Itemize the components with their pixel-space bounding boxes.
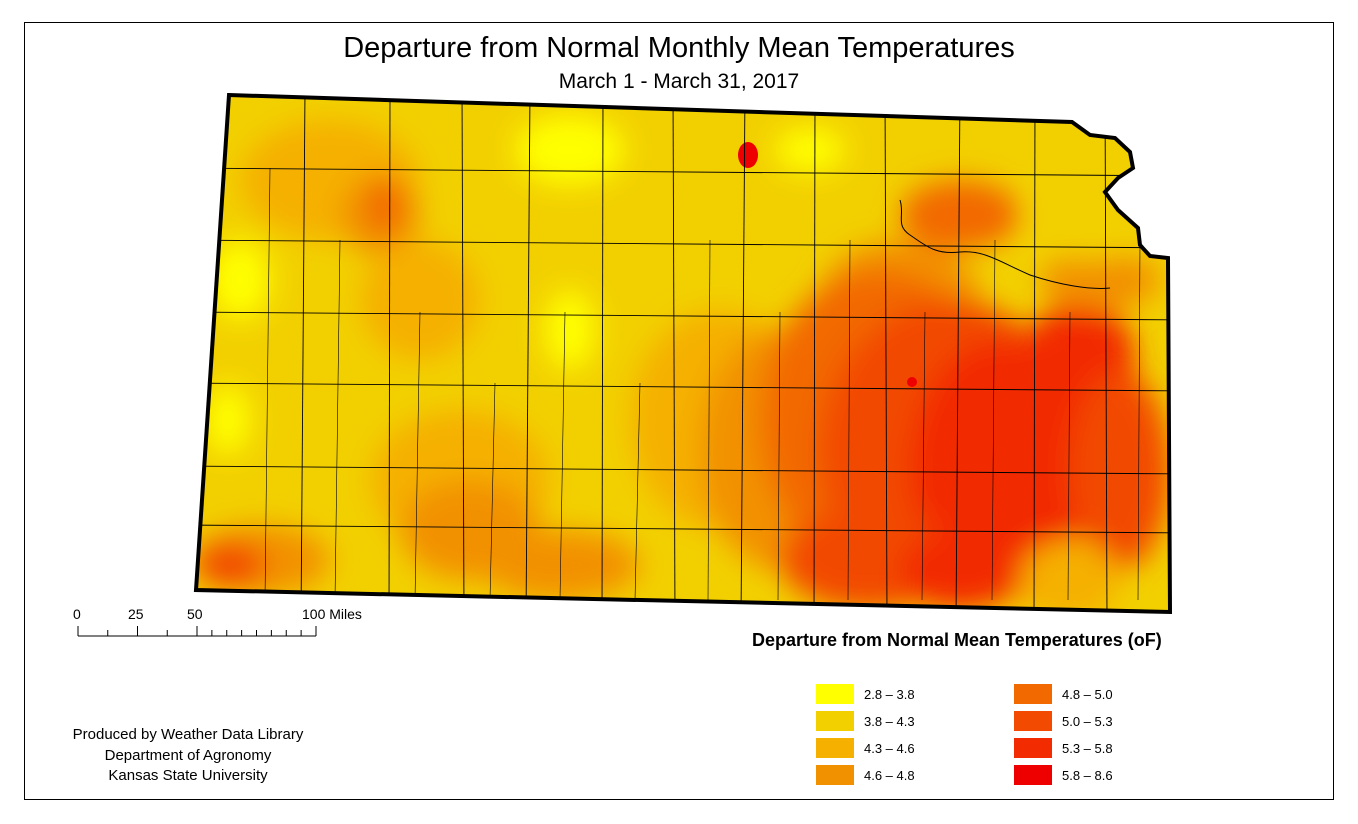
county-line — [196, 167, 1170, 177]
county-line — [388, 95, 391, 612]
county-line — [334, 239, 341, 601]
temperature-field — [196, 95, 1170, 612]
map-subtitle: March 1 - March 31, 2017 — [558, 70, 800, 93]
credit-line-1: Produced by Weather Data Library — [72, 726, 304, 743]
zone-n-yellow — [515, 115, 625, 185]
legend-swatch — [1014, 684, 1052, 704]
county-line — [847, 239, 851, 601]
county-line — [196, 239, 1170, 249]
zone-w-4-3 — [360, 240, 480, 360]
county-line — [707, 239, 711, 601]
county-line — [634, 382, 641, 601]
legend-label: 2.8 – 3.8 — [864, 686, 915, 702]
county-line — [1137, 239, 1141, 601]
legend-label: 4.8 – 5.0 — [1062, 686, 1113, 702]
legend-item: 5.8 – 8.6 — [1014, 764, 1113, 786]
county-line — [559, 311, 566, 601]
county-line — [601, 95, 604, 612]
credit-block: Produced by Weather Data Library Departm… — [28, 725, 348, 787]
zone-swc-5-0 — [196, 543, 265, 587]
zone-se-5-0 — [1070, 370, 1170, 570]
county-line — [461, 95, 465, 612]
county-line — [414, 311, 421, 601]
credit-line-2: Department of Agronomy — [104, 746, 272, 764]
county-line — [884, 95, 888, 612]
county-line — [196, 382, 1170, 392]
county-line — [196, 311, 1170, 321]
county-line — [813, 95, 816, 612]
hotspot-east — [907, 377, 917, 387]
county-line — [196, 524, 1170, 534]
legend-title: Departure from Normal Mean Temperatures … — [752, 630, 1162, 650]
map-frame — [24, 22, 1334, 800]
legend-item: 4.3 – 4.6 — [816, 737, 915, 759]
county-boundaries — [196, 95, 1170, 612]
zone-ne-yellow — [775, 128, 845, 172]
kansas-river — [899, 199, 1111, 289]
county-line — [777, 311, 781, 601]
county-line — [991, 239, 996, 601]
scale-label-100: 100 Miles — [302, 606, 362, 622]
legend-swatch — [1014, 765, 1052, 785]
legend-label: 5.0 – 5.3 — [1062, 713, 1113, 729]
map-title: Departure from Normal Monthly Mean Tempe… — [343, 32, 1015, 64]
county-line — [921, 311, 926, 601]
legend-label: 3.8 – 4.3 — [864, 713, 915, 729]
legend-swatch — [1014, 738, 1052, 758]
legend-item: 5.0 – 5.3 — [1014, 710, 1113, 732]
scale-label-50: 50 — [187, 606, 203, 622]
zone-se-4-3 — [1020, 540, 1120, 612]
legend-label: 5.8 – 8.6 — [1062, 767, 1113, 783]
county-line — [1067, 311, 1071, 601]
scale-label-0: 0 — [73, 606, 81, 622]
legend-label: 5.3 – 5.8 — [1062, 740, 1113, 756]
legend-swatch — [816, 765, 854, 785]
legend-label: 4.6 – 4.8 — [864, 767, 915, 783]
county-line — [1104, 95, 1108, 612]
legend-item: 2.8 – 3.8 — [816, 683, 915, 705]
zone-w-yellow-2 — [206, 385, 250, 455]
county-line — [525, 95, 531, 612]
legend-item: 3.8 – 4.3 — [816, 710, 915, 732]
zone-nw-4-8 — [367, 175, 403, 235]
county-line — [489, 382, 496, 601]
scale-label-25: 25 — [128, 606, 144, 622]
kansas-state-outline — [193, 92, 1173, 615]
county-line — [740, 95, 746, 612]
zone-w-yellow-1 — [210, 240, 270, 320]
county-line — [955, 95, 961, 612]
legend-label: 4.3 – 4.6 — [864, 740, 915, 756]
hotspot-north — [738, 142, 758, 168]
legend-item: 5.3 – 5.8 — [1014, 737, 1113, 759]
zone-c-yellow — [545, 290, 595, 370]
county-line — [1033, 95, 1036, 612]
zone-ne-4-6b — [1040, 250, 1160, 310]
zone-s-5-3 — [900, 530, 1020, 610]
legend-swatch — [1014, 711, 1052, 731]
zone-ne-4-8 — [900, 180, 1020, 250]
legend-swatch — [816, 711, 854, 731]
county-line — [672, 95, 676, 612]
county-line — [300, 95, 306, 612]
zone-s-4-6 — [480, 530, 640, 600]
legend-item: 4.6 – 4.8 — [816, 764, 915, 786]
legend-swatch — [816, 738, 854, 758]
county-line — [196, 465, 1170, 475]
legend-swatch — [816, 684, 854, 704]
credit-line-3: Kansas State University — [108, 767, 268, 784]
legend-item: 4.8 – 5.0 — [1014, 683, 1113, 705]
county-line — [264, 167, 271, 601]
